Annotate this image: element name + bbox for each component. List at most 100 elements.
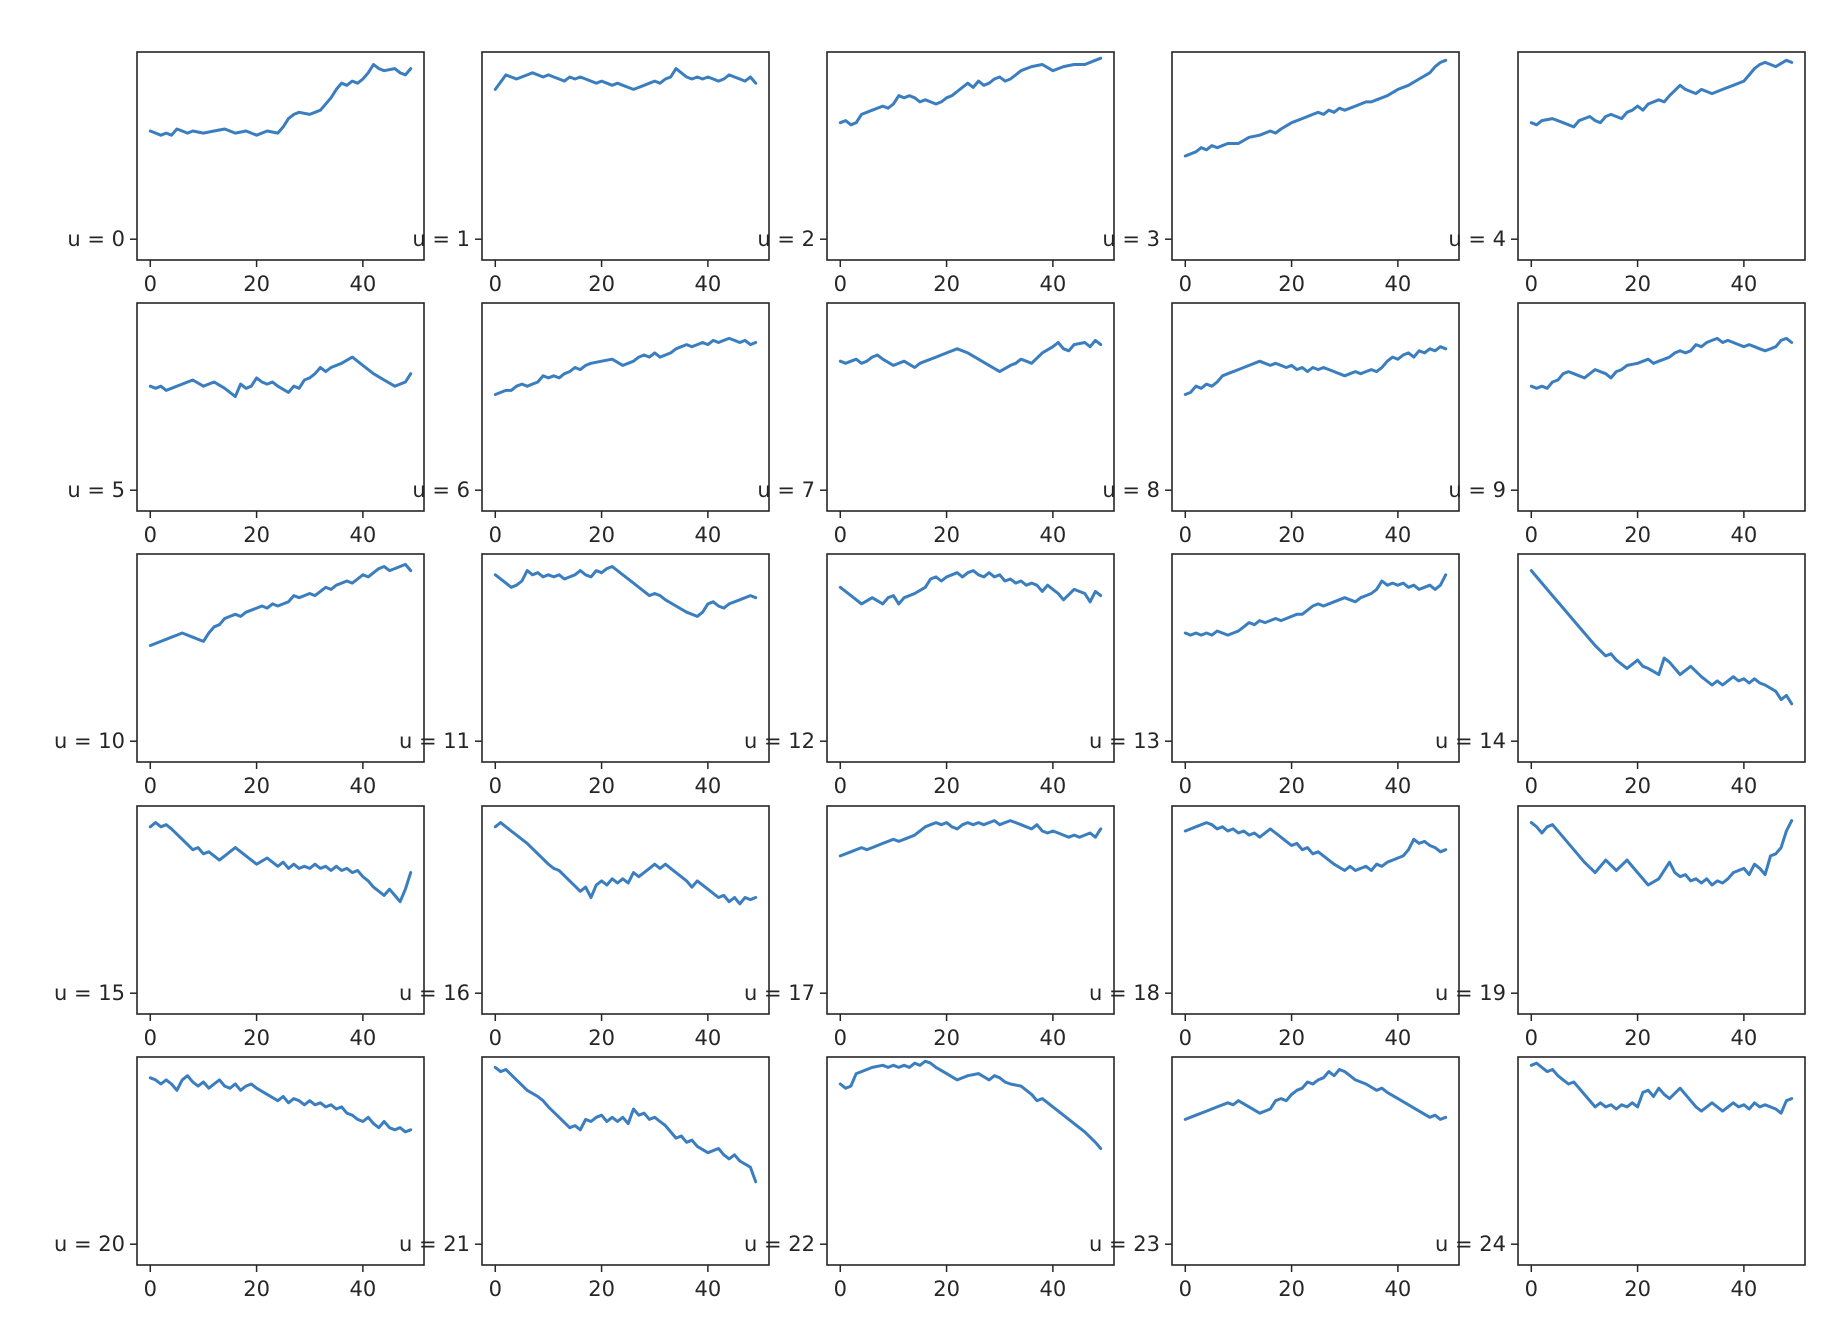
panel-23: 0 20 40 u = 23	[1089, 1056, 1460, 1301]
series-line-panel-19	[1529, 819, 1794, 887]
x-tick-label-40-panel-10: 40	[350, 774, 377, 798]
x-tick-label-40-panel-0: 40	[350, 272, 377, 296]
series-line-panel-11	[493, 565, 758, 618]
x-tick-label-20-panel-10: 20	[243, 774, 270, 798]
axes-frame-panel-2	[826, 51, 1115, 261]
series-line-panel-7	[838, 338, 1103, 374]
axes-frame-panel-21	[481, 1056, 770, 1266]
x-tick-label-0-panel-15: 0	[144, 1026, 157, 1050]
series-line-panel-0	[148, 63, 413, 137]
series-line-panel-2	[838, 56, 1103, 127]
x-tick-label-20-panel-12: 20	[933, 774, 960, 798]
panel-3: 0 20 40 u = 3	[1102, 51, 1460, 296]
x-tick-label-40-panel-24: 40	[1731, 1277, 1758, 1301]
panel-5: 0 20 40 u = 5	[67, 302, 425, 547]
series-line-panel-15	[148, 821, 413, 904]
series-line-panel-1	[493, 67, 758, 91]
panel-14: 0 20 40 u = 14	[1435, 553, 1806, 798]
series-line-panel-4	[1529, 58, 1794, 129]
panel-2: 0 20 40 u = 2	[757, 51, 1115, 296]
panel-18: 0 20 40 u = 18	[1089, 805, 1460, 1050]
x-tick-label-0-panel-22: 0	[834, 1277, 847, 1301]
axes-frame-panel-22	[826, 1056, 1115, 1266]
x-tick-label-40-panel-14: 40	[1731, 774, 1758, 798]
x-tick-label-40-panel-17: 40	[1040, 1026, 1067, 1050]
panel-19: 0 20 40 u = 19	[1435, 805, 1806, 1050]
series-line-panel-12	[838, 569, 1103, 606]
x-tick-label-0-panel-18: 0	[1179, 1026, 1192, 1050]
x-tick-label-0-panel-12: 0	[834, 774, 847, 798]
x-tick-label-0-panel-8: 0	[1179, 523, 1192, 547]
x-tick-label-40-panel-12: 40	[1040, 774, 1067, 798]
panel-grid: 0 20 40u = 00 20 40u = 10 20 40u = 20 20 40u = 3…	[54, 51, 1806, 1301]
x-tick-label-40-panel-1: 40	[695, 272, 722, 296]
x-tick-label-40-panel-19: 40	[1731, 1026, 1758, 1050]
axes-frame-panel-10	[136, 553, 425, 763]
axes-frame-panel-9	[1517, 302, 1806, 512]
axes-frame-panel-23	[1171, 1056, 1460, 1266]
panel-17: 0 20 40 u = 17	[744, 805, 1115, 1050]
x-tick-label-20-panel-19: 20	[1624, 1026, 1651, 1050]
series-line-panel-5	[148, 355, 413, 399]
axes-frame-panel-3	[1171, 51, 1460, 261]
x-tick-label-40-panel-23: 40	[1385, 1277, 1412, 1301]
panel-label-6: u = 6	[412, 478, 470, 502]
panel-label-11: u = 11	[399, 729, 470, 753]
series-line-panel-6	[493, 336, 758, 396]
x-tick-label-40-panel-5: 40	[350, 523, 377, 547]
axes-frame-panel-7	[826, 302, 1115, 512]
x-tick-label-20-panel-13: 20	[1278, 774, 1305, 798]
x-tick-label-20-panel-9: 20	[1624, 523, 1651, 547]
panel-7: 0 20 40 u = 7	[757, 302, 1115, 547]
series-line-panel-10	[148, 562, 413, 647]
x-tick-label-0-panel-19: 0	[1525, 1026, 1538, 1050]
x-tick-label-0-panel-9: 0	[1525, 523, 1538, 547]
panel-label-10: u = 10	[54, 729, 125, 753]
x-tick-label-0-panel-5: 0	[144, 523, 157, 547]
x-tick-label-40-panel-2: 40	[1040, 272, 1067, 296]
panel-label-21: u = 21	[399, 1232, 470, 1256]
panel-label-23: u = 23	[1089, 1232, 1160, 1256]
x-tick-label-20-panel-21: 20	[588, 1277, 615, 1301]
panel-1: 0 20 40 u = 1	[412, 51, 770, 296]
panel-label-4: u = 4	[1448, 227, 1506, 251]
panel-11: 0 20 40 u = 11	[399, 553, 770, 798]
x-tick-label-40-panel-22: 40	[1040, 1277, 1067, 1301]
x-tick-label-0-panel-0: 0	[144, 272, 157, 296]
panel-0: 0 20 40 u = 0	[67, 51, 425, 296]
x-tick-label-0-panel-3: 0	[1179, 272, 1192, 296]
x-tick-label-20-panel-11: 20	[588, 774, 615, 798]
x-tick-label-20-panel-22: 20	[933, 1277, 960, 1301]
panel-label-18: u = 18	[1089, 981, 1160, 1005]
axes-frame-panel-12	[826, 553, 1115, 763]
axes-frame-panel-1	[481, 51, 770, 261]
x-tick-label-0-panel-21: 0	[489, 1277, 502, 1301]
panel-10: 0 20 40 u = 10	[54, 553, 425, 798]
panel-13: 0 20 40 u = 13	[1089, 553, 1460, 798]
series-line-panel-9	[1529, 336, 1794, 390]
x-tick-label-40-panel-3: 40	[1385, 272, 1412, 296]
x-tick-label-40-panel-8: 40	[1385, 523, 1412, 547]
panel-label-9: u = 9	[1448, 478, 1506, 502]
x-tick-label-0-panel-7: 0	[834, 523, 847, 547]
x-tick-label-20-panel-6: 20	[588, 523, 615, 547]
axes-frame-panel-6	[481, 302, 770, 512]
series-line-panel-24	[1529, 1061, 1794, 1115]
x-tick-label-20-panel-14: 20	[1624, 774, 1651, 798]
x-tick-label-0-panel-16: 0	[489, 1026, 502, 1050]
panel-label-0: u = 0	[67, 227, 125, 251]
x-tick-label-20-panel-3: 20	[1278, 272, 1305, 296]
series-line-panel-23	[1183, 1068, 1448, 1121]
x-tick-label-0-panel-14: 0	[1525, 774, 1538, 798]
x-tick-label-40-panel-9: 40	[1731, 523, 1758, 547]
series-line-panel-14	[1529, 569, 1794, 706]
panel-22: 0 20 40 u = 22	[744, 1056, 1115, 1301]
panel-9: 0 20 40 u = 9	[1448, 302, 1806, 547]
panel-label-3: u = 3	[1102, 227, 1160, 251]
x-tick-label-20-panel-1: 20	[588, 272, 615, 296]
series-line-panel-20	[148, 1074, 413, 1134]
series-line-panel-22	[838, 1059, 1103, 1150]
x-tick-label-20-panel-8: 20	[1278, 523, 1305, 547]
x-tick-label-0-panel-24: 0	[1525, 1277, 1538, 1301]
